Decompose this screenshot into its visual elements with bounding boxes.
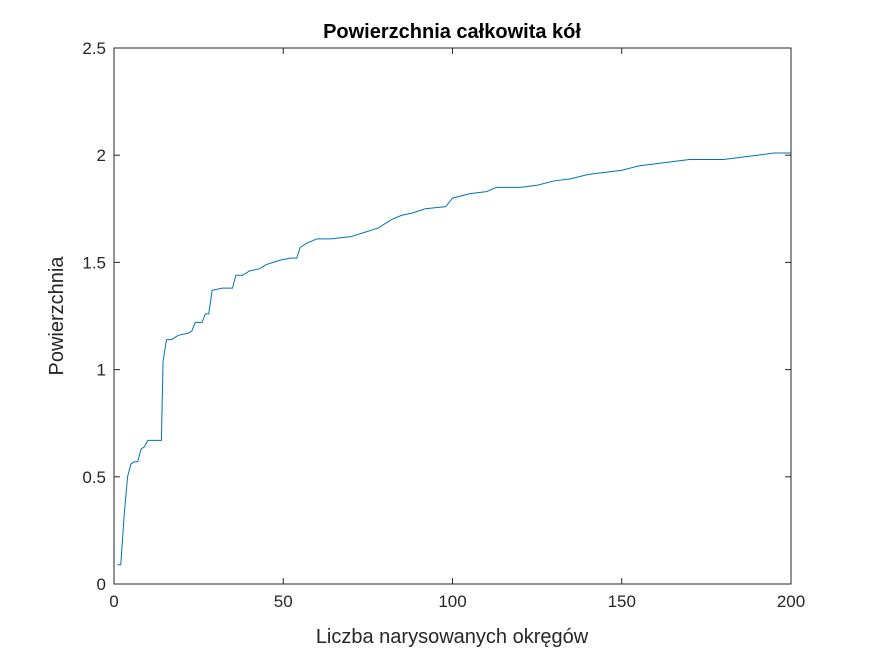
x-tick-label: 100 [438,592,466,611]
plot-area [114,48,791,584]
y-axis-label: Powierzchnia [46,256,68,376]
x-tick-label: 150 [608,592,636,611]
x-axis-label: Liczba narysowanych okręgów [316,626,589,648]
x-tick-label: 50 [274,592,293,611]
y-tick-label: 1 [97,361,106,380]
y-tick-label: 1.5 [82,253,106,272]
chart-title: Powierzchnia całkowita kół [323,21,581,43]
ticks-layer: 0 50 100 150 200 0 0.5 1 1.5 2 2.5 [82,39,805,611]
series-line-0 [117,152,791,566]
y-tick-label: 2 [97,146,106,165]
y-tick-label: 2.5 [82,39,106,58]
x-tick-label: 200 [777,592,805,611]
y-tick-label: 0 [97,575,106,594]
y-tick-label: 0.5 [82,468,106,487]
x-tick-label: 0 [109,592,118,611]
